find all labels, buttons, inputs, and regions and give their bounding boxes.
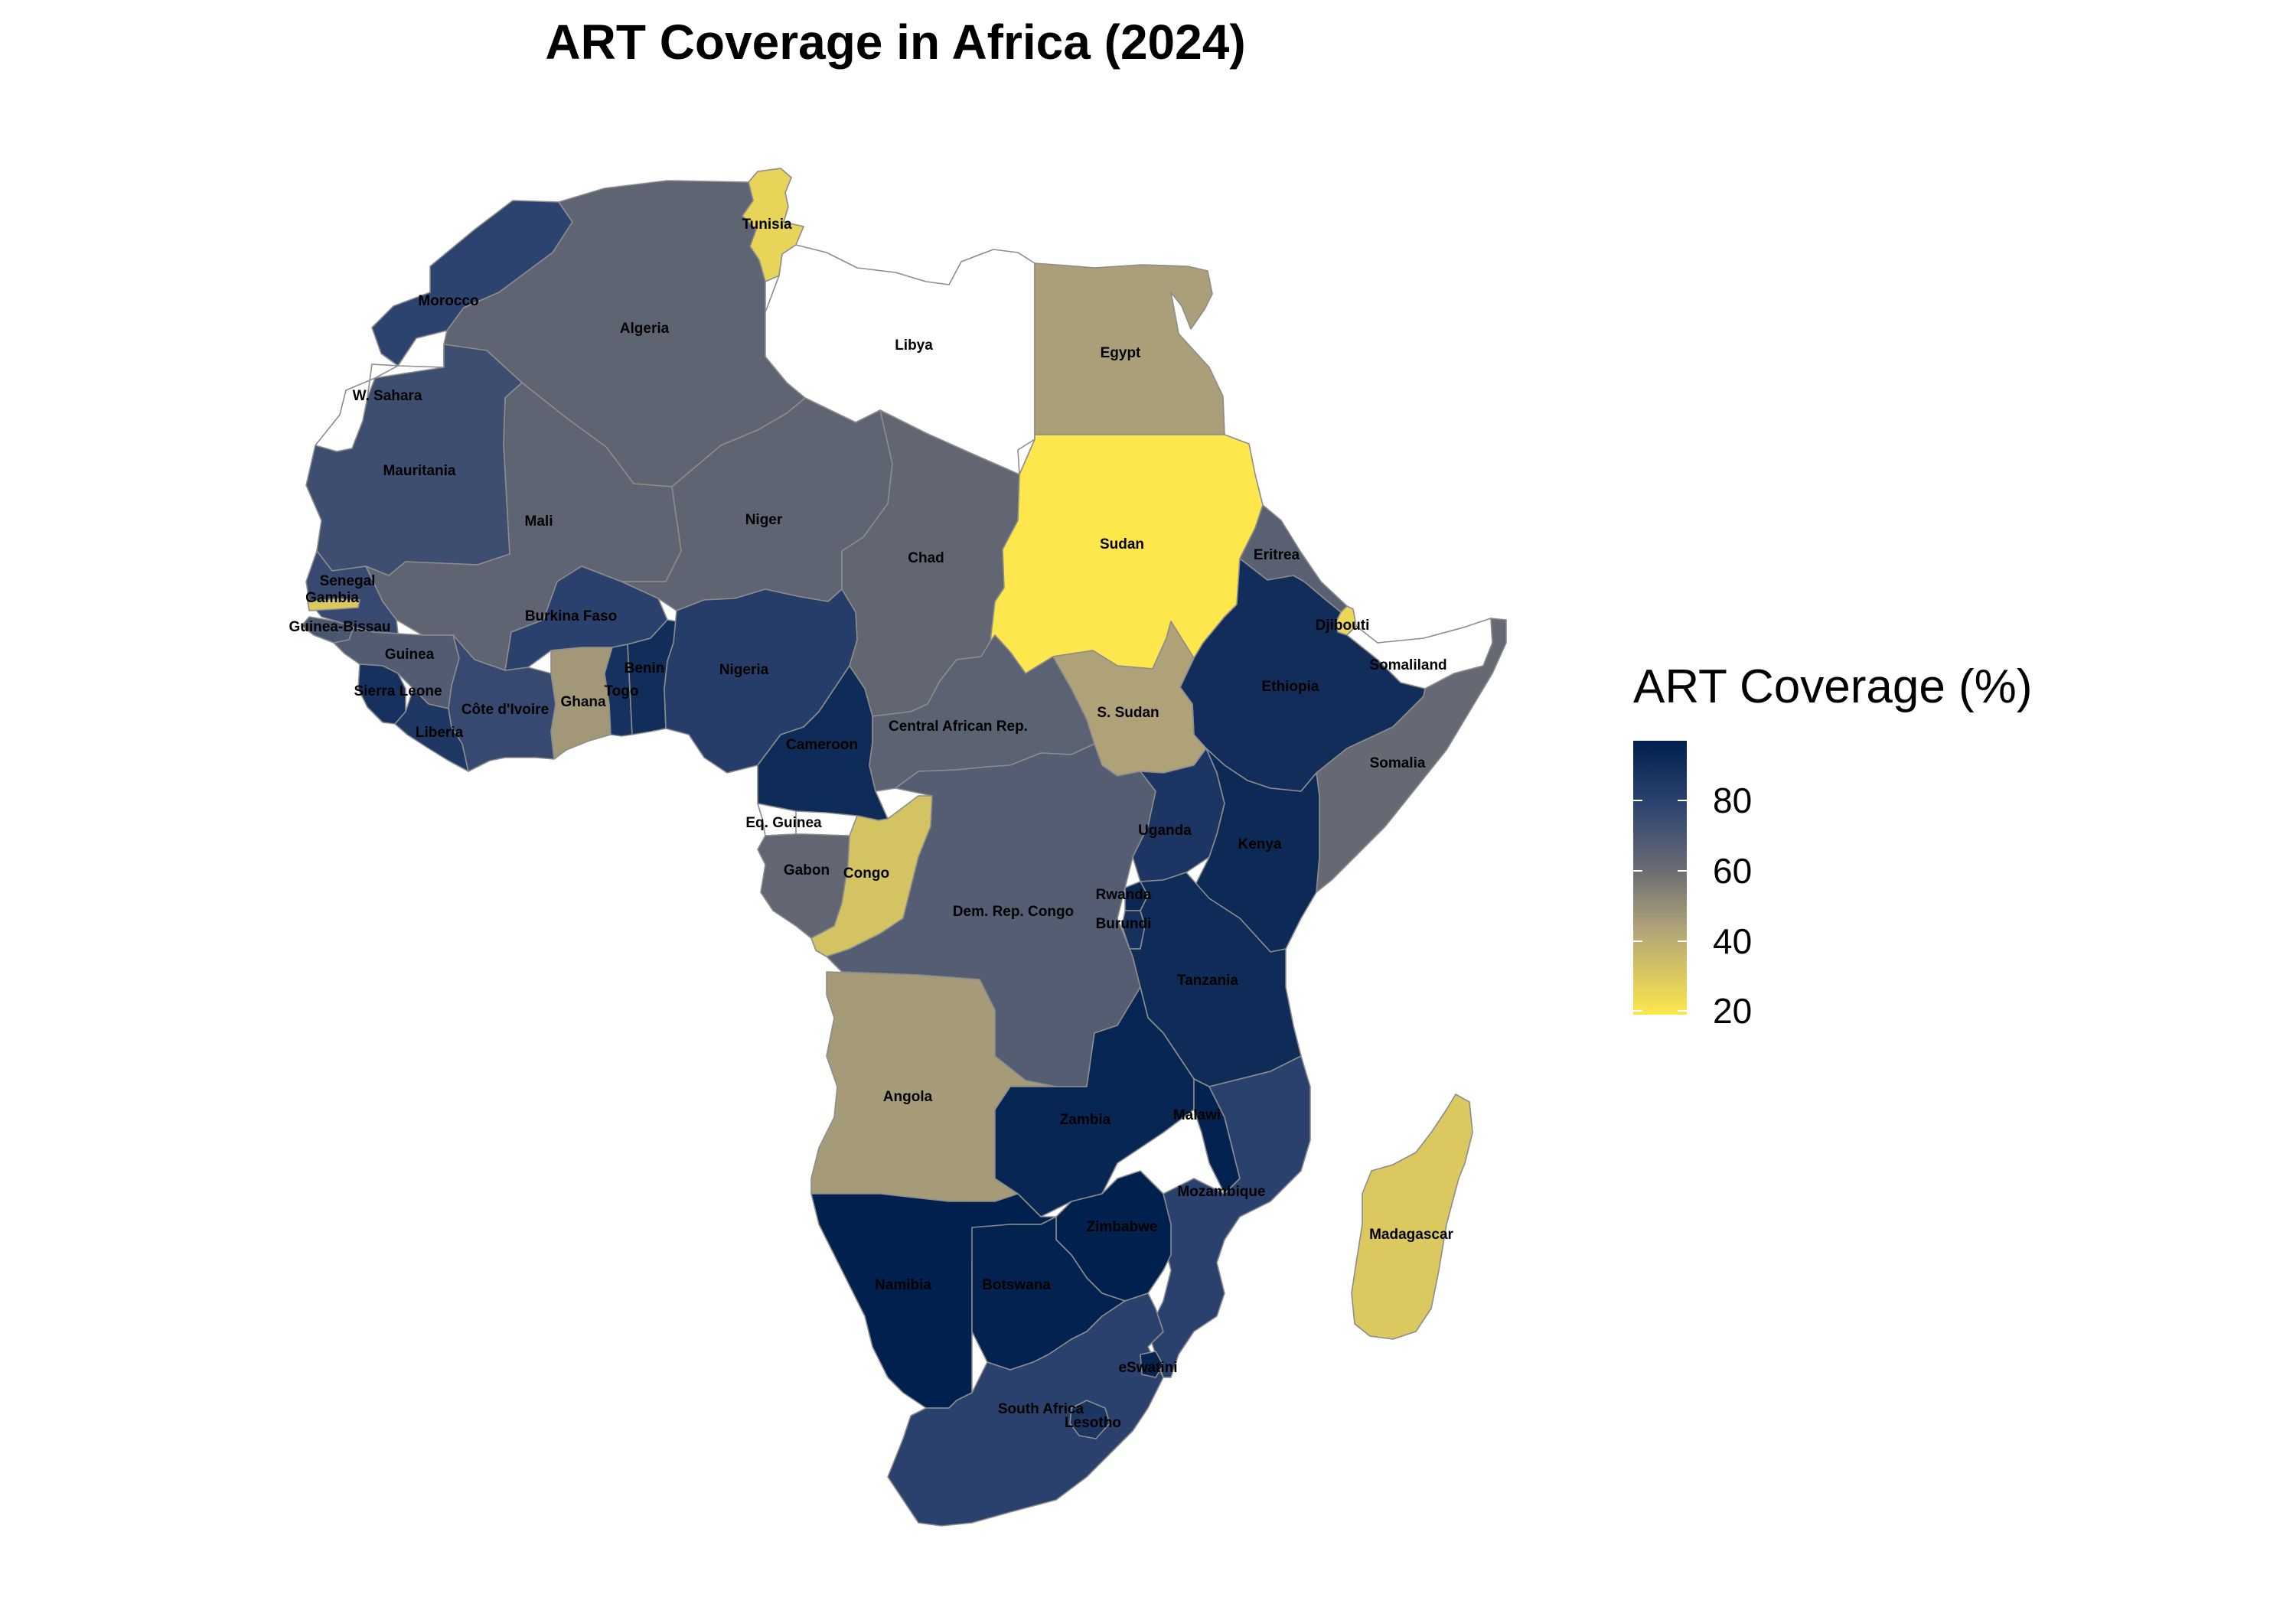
country-mozambique[interactable] xyxy=(1147,1055,1311,1378)
country-label: Gabon xyxy=(784,862,830,878)
country-label: Chad xyxy=(908,550,944,566)
country-label: South Africa xyxy=(998,1401,1084,1417)
legend-tick-label: 40 xyxy=(1713,921,1753,961)
legend-tick-mark xyxy=(1678,940,1687,942)
country-label: Burundi xyxy=(1096,916,1152,932)
country-label: Eq. Guinea xyxy=(745,815,822,831)
country-eswatini[interactable] xyxy=(1140,1351,1164,1378)
country-label: Togo xyxy=(604,683,638,699)
country-label: Ghana xyxy=(560,694,606,710)
legend-tick-label: 80 xyxy=(1713,781,1753,821)
country-label: Djibouti xyxy=(1316,618,1370,634)
country-label: Somaliland xyxy=(1369,657,1446,673)
country-label: Ethiopia xyxy=(1262,679,1319,695)
country-label: Libya xyxy=(895,337,933,354)
country-label: Zimbabwe xyxy=(1087,1219,1158,1235)
country-label: Malawi xyxy=(1173,1107,1221,1123)
country-label: Cameroon xyxy=(786,737,858,753)
country-label: W. Sahara xyxy=(353,388,422,404)
country-shapes xyxy=(301,168,1507,1527)
country-label: Tanzania xyxy=(1177,973,1238,989)
legend-tick-mark xyxy=(1678,1010,1687,1012)
country-label: eSwatini xyxy=(1118,1360,1177,1376)
country-kenya[interactable] xyxy=(1193,748,1320,953)
country-label: Namibia xyxy=(875,1277,931,1293)
country-label: Madagascar xyxy=(1369,1227,1453,1243)
country-zambia[interactable] xyxy=(994,986,1195,1217)
map-title: ART Coverage in Africa (2024) xyxy=(545,15,1246,70)
legend-tick-mark xyxy=(1633,869,1642,872)
country-label: Rwanda xyxy=(1096,887,1152,903)
country-label: Lesotho xyxy=(1065,1415,1121,1431)
country-label: Côte d'Ivoire xyxy=(461,702,549,718)
country-label: Niger xyxy=(745,512,783,528)
legend-tick-mark xyxy=(1633,940,1642,942)
country-south-africa[interactable] xyxy=(887,1292,1164,1527)
country-namibia[interactable] xyxy=(810,1193,1057,1409)
country-label: Dem. Rep. Congo xyxy=(953,904,1074,920)
country-label: Central African Rep. xyxy=(889,719,1028,735)
country-label: Kenya xyxy=(1238,836,1281,852)
country-label: Burkina Faso xyxy=(525,608,617,624)
africa-map: Tunisia Morocco Algeria Libya Egypt W. Sahara… xyxy=(289,168,1507,1527)
legend-tick-label: 60 xyxy=(1713,850,1753,891)
country-label: Angola xyxy=(883,1089,933,1105)
legend-title: ART Coverage (%) xyxy=(1633,660,2033,713)
legend-tick-mark xyxy=(1678,800,1687,802)
country-egypt[interactable] xyxy=(1034,262,1225,435)
country-label: Gambia xyxy=(305,590,359,606)
country-label: Egypt xyxy=(1101,345,1141,361)
country-mauritania[interactable] xyxy=(305,344,523,576)
country-label: Congo xyxy=(843,865,889,882)
country-label: Sudan xyxy=(1100,536,1144,553)
country-label: Benin xyxy=(625,660,665,676)
country-label: Liberia xyxy=(416,725,464,741)
country-label: Nigeria xyxy=(719,662,769,678)
country-label: Guinea xyxy=(385,647,435,663)
country-label: Eritrea xyxy=(1254,547,1300,563)
country-label: Guinea-Bissau xyxy=(289,619,390,635)
country-label: Mali xyxy=(525,513,553,530)
legend-tick-mark xyxy=(1633,800,1642,802)
country-label: Senegal xyxy=(320,573,376,589)
legend-tick-label: 20 xyxy=(1713,991,1753,1032)
country-lesotho[interactable] xyxy=(1069,1400,1110,1439)
country-label: Mozambique xyxy=(1177,1184,1265,1200)
country-label: S. Sudan xyxy=(1097,705,1159,721)
country-libya[interactable] xyxy=(765,244,1035,475)
country-label: Botswana xyxy=(982,1277,1051,1293)
country-label: Zambia xyxy=(1060,1112,1111,1128)
legend-tick-mark xyxy=(1633,1010,1642,1012)
country-label: Mauritania xyxy=(383,463,455,479)
country-label: Sierra Leone xyxy=(354,683,442,699)
country-labels: Tunisia Morocco Algeria Libya Egypt W. Sahara… xyxy=(289,217,1453,1431)
legend-color-bar xyxy=(1633,741,1687,1015)
country-label: Algeria xyxy=(620,321,670,337)
country-madagascar[interactable] xyxy=(1351,1094,1473,1340)
country-label: Somalia xyxy=(1370,755,1426,771)
legend-tick-mark xyxy=(1678,869,1687,872)
country-label: Tunisia xyxy=(742,217,792,233)
country-gambia[interactable] xyxy=(307,598,360,611)
country-label: Morocco xyxy=(418,293,478,309)
country-label: Uganda xyxy=(1138,823,1192,839)
